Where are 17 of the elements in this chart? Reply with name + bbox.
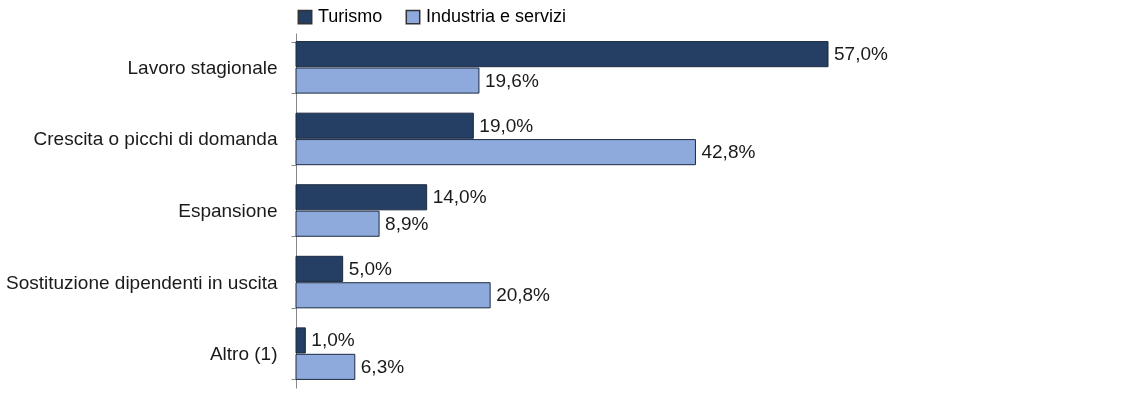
data-label: 42,8% (701, 141, 756, 163)
data-label: 1,0% (311, 329, 355, 351)
y-tick-label: Lavoro stagionale (127, 56, 278, 78)
y-tick-label: Espansione (178, 200, 278, 221)
legend-label: Industria e servizi (426, 6, 567, 27)
data-label: 6,3% (360, 355, 405, 377)
legend-label: Turismo (318, 6, 383, 27)
data-label: 19,6% (484, 69, 539, 91)
data-label: 8,9% (385, 212, 429, 234)
data-label: 20,8% (496, 284, 551, 306)
y-tick-label: Altro (1) (209, 343, 278, 365)
data-label: 19,0% (479, 114, 534, 136)
data-label: 5,0% (348, 257, 393, 279)
data-label: 57,0% (834, 43, 888, 65)
data-label: 14,0% (432, 186, 487, 208)
y-tick-label: Crescita o picchi di domanda (33, 128, 278, 150)
y-tick-label: Sostituzione dipendenti in uscita (6, 271, 278, 293)
